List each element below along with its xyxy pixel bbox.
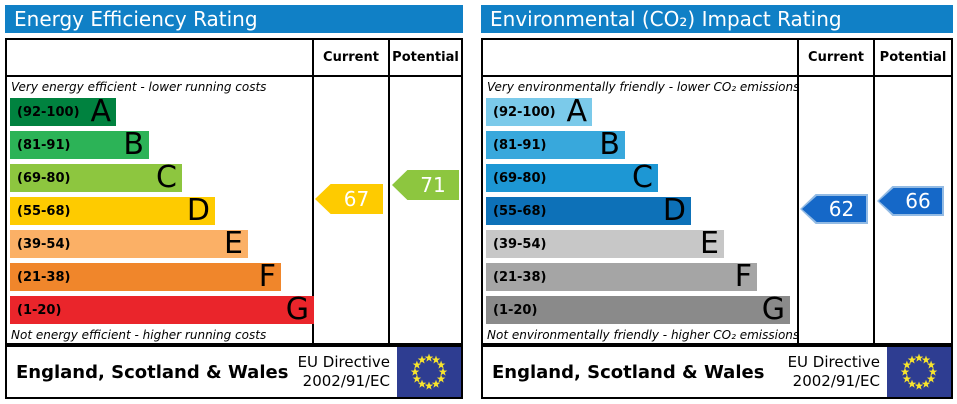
- rating-table: Current Potential Very environmentally f…: [481, 38, 953, 345]
- potential-rating-arrow: 71: [392, 170, 459, 200]
- potential-rating-value: 71: [394, 172, 457, 198]
- band-range-label: (81-91): [493, 137, 547, 153]
- band-range-label: (1-20): [17, 302, 62, 318]
- band-a: (92-100) A: [10, 94, 116, 129]
- band-range-label: (81-91): [17, 137, 71, 153]
- eu-directive-label: EU Directive 2002/91/EC: [787, 353, 880, 390]
- band-e: (39-54) E: [486, 226, 724, 261]
- footer: England, Scotland & Wales EU Directive 2…: [481, 345, 953, 399]
- band-c: (69-80) C: [486, 160, 658, 195]
- band-range-label: (21-38): [17, 269, 71, 285]
- band-range-label: (55-68): [17, 203, 71, 219]
- band-range-label: (39-54): [17, 236, 71, 252]
- band-letter: G: [761, 292, 785, 327]
- band-range-label: (21-38): [493, 269, 547, 285]
- column-divider: [797, 40, 799, 343]
- band-b: (81-91) B: [486, 127, 625, 162]
- band-letter: F: [734, 259, 752, 294]
- potential-column-header: Potential: [879, 50, 947, 65]
- band-e: (39-54) E: [10, 226, 248, 261]
- band-letter: F: [258, 259, 276, 294]
- bottom-caption: Not energy efficient - higher running co…: [11, 328, 267, 342]
- potential-column-header: Potential: [392, 50, 459, 65]
- header-divider: [7, 75, 461, 77]
- band-g: (1-20) G: [10, 292, 314, 327]
- current-rating-arrow: 62: [800, 194, 868, 224]
- top-caption: Very environmentally friendly - lower CO…: [487, 80, 800, 94]
- region-label: England, Scotland & Wales: [492, 361, 765, 383]
- band-f: (21-38) F: [486, 259, 757, 294]
- energy-efficiency-panel: Energy Efficiency Rating Current Potenti…: [5, 5, 463, 399]
- eu-directive-label: EU Directive 2002/91/EC: [297, 353, 390, 390]
- current-rating-value: 67: [317, 186, 381, 212]
- band-range-label: (69-80): [17, 170, 71, 186]
- rating-table: Current Potential Very energy efficient …: [5, 38, 463, 345]
- current-rating-value: 62: [802, 196, 866, 222]
- region-label: England, Scotland & Wales: [16, 361, 289, 383]
- band-c: (69-80) C: [10, 160, 182, 195]
- band-f: (21-38) F: [10, 259, 281, 294]
- page-title: Energy Efficiency Rating: [5, 5, 463, 33]
- column-divider: [312, 40, 314, 343]
- current-column-header: Current: [808, 50, 864, 65]
- band-range-label: (69-80): [493, 170, 547, 186]
- environmental-impact-panel: Environmental (CO₂) Impact Rating Curren…: [481, 5, 953, 399]
- eu-flag-icon: [397, 347, 461, 397]
- band-range-label: (92-100): [493, 104, 556, 120]
- band-d: (55-68) D: [486, 193, 691, 228]
- band-letter: A: [90, 94, 111, 129]
- band-letter: C: [632, 160, 653, 195]
- band-d: (55-68) D: [10, 193, 215, 228]
- band-letter: C: [156, 160, 177, 195]
- header-divider: [483, 75, 951, 77]
- potential-rating-arrow: 66: [877, 186, 944, 216]
- potential-rating-value: 66: [879, 188, 942, 214]
- band-range-label: (39-54): [493, 236, 547, 252]
- band-a: (92-100) A: [486, 94, 592, 129]
- band-letter: D: [662, 193, 686, 228]
- band-b: (81-91) B: [10, 127, 149, 162]
- eu-flag-icon: [887, 347, 951, 397]
- page-title: Environmental (CO₂) Impact Rating: [481, 5, 953, 33]
- bottom-caption: Not environmentally friendly - higher CO…: [487, 328, 800, 342]
- current-rating-arrow: 67: [315, 184, 383, 214]
- band-letter: B: [599, 127, 620, 162]
- band-letter: E: [224, 226, 243, 261]
- band-letter: B: [123, 127, 144, 162]
- column-divider: [873, 40, 875, 343]
- band-range-label: (55-68): [493, 203, 547, 219]
- current-column-header: Current: [323, 50, 379, 65]
- band-letter: G: [285, 292, 309, 327]
- footer: England, Scotland & Wales EU Directive 2…: [5, 345, 463, 399]
- band-letter: D: [186, 193, 210, 228]
- band-letter: E: [700, 226, 719, 261]
- band-g: (1-20) G: [486, 292, 790, 327]
- top-caption: Very energy efficient - lower running co…: [11, 80, 267, 94]
- band-range-label: (92-100): [17, 104, 80, 120]
- band-range-label: (1-20): [493, 302, 538, 318]
- column-divider: [388, 40, 390, 343]
- band-letter: A: [566, 94, 587, 129]
